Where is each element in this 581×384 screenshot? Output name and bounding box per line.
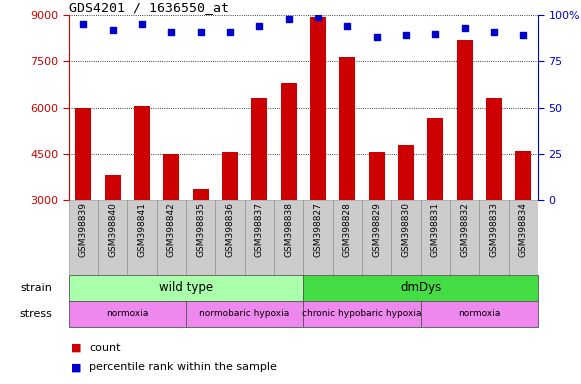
Point xyxy=(167,28,176,35)
Point xyxy=(401,32,411,38)
Point xyxy=(460,25,469,31)
Bar xyxy=(303,301,421,327)
Bar xyxy=(192,189,209,200)
Bar xyxy=(457,40,473,200)
Point xyxy=(225,28,235,35)
Text: wild type: wild type xyxy=(159,281,213,295)
Point xyxy=(137,21,146,27)
Text: GSM398836: GSM398836 xyxy=(225,202,234,257)
Bar xyxy=(69,200,98,275)
Text: chronic hypobaric hypoxia: chronic hypobaric hypoxia xyxy=(302,310,422,318)
Text: GSM398832: GSM398832 xyxy=(460,202,469,257)
Bar xyxy=(281,83,297,200)
Bar xyxy=(362,200,392,275)
Text: GSM398830: GSM398830 xyxy=(401,202,410,257)
Text: GSM398838: GSM398838 xyxy=(284,202,293,257)
Bar xyxy=(421,301,538,327)
Bar xyxy=(134,106,150,200)
Text: normoxia: normoxia xyxy=(106,310,148,318)
Bar xyxy=(515,151,532,200)
Bar xyxy=(509,200,538,275)
Text: ■: ■ xyxy=(71,362,82,372)
Bar xyxy=(222,152,238,200)
Bar xyxy=(69,301,186,327)
Text: GSM398839: GSM398839 xyxy=(79,202,88,257)
Bar xyxy=(450,200,479,275)
Point xyxy=(108,27,117,33)
Text: stress: stress xyxy=(20,309,52,319)
Bar xyxy=(69,275,303,301)
Text: GSM398833: GSM398833 xyxy=(490,202,498,257)
Bar xyxy=(274,200,303,275)
Text: GSM398835: GSM398835 xyxy=(196,202,205,257)
Point xyxy=(489,28,498,35)
Point xyxy=(343,23,352,29)
Bar xyxy=(303,200,332,275)
Text: ■: ■ xyxy=(71,343,82,353)
Bar xyxy=(105,175,121,200)
Text: GSM398842: GSM398842 xyxy=(167,202,175,257)
Point xyxy=(431,30,440,36)
Bar xyxy=(215,200,245,275)
Text: GSM398840: GSM398840 xyxy=(108,202,117,257)
Bar xyxy=(486,98,502,200)
Text: GSM398828: GSM398828 xyxy=(343,202,352,257)
Bar xyxy=(392,200,421,275)
Bar xyxy=(368,152,385,200)
Point xyxy=(196,28,205,35)
Text: GSM398837: GSM398837 xyxy=(255,202,264,257)
Point xyxy=(313,14,322,20)
Text: GDS4201 / 1636550_at: GDS4201 / 1636550_at xyxy=(69,1,228,14)
Point xyxy=(78,21,88,27)
Bar xyxy=(421,200,450,275)
Bar xyxy=(398,144,414,200)
Bar xyxy=(163,154,180,200)
Text: dmDys: dmDys xyxy=(400,281,441,295)
Point xyxy=(519,32,528,38)
Bar xyxy=(186,301,303,327)
Text: count: count xyxy=(89,343,120,353)
Bar xyxy=(186,200,215,275)
Text: GSM398834: GSM398834 xyxy=(519,202,528,257)
Bar xyxy=(251,98,267,200)
Point xyxy=(254,23,264,29)
Bar xyxy=(427,118,443,200)
Bar xyxy=(339,56,356,200)
Bar xyxy=(245,200,274,275)
Bar xyxy=(310,17,326,200)
Text: GSM398841: GSM398841 xyxy=(138,202,146,257)
Text: GSM398827: GSM398827 xyxy=(314,202,322,257)
Bar xyxy=(98,200,127,275)
Text: strain: strain xyxy=(20,283,52,293)
Text: GSM398831: GSM398831 xyxy=(431,202,440,257)
Bar xyxy=(303,275,538,301)
Text: normoxia: normoxia xyxy=(458,310,500,318)
Text: percentile rank within the sample: percentile rank within the sample xyxy=(89,362,277,372)
Point xyxy=(284,16,293,22)
Bar xyxy=(332,200,362,275)
Bar xyxy=(127,200,157,275)
Bar xyxy=(479,200,509,275)
Text: normobaric hypoxia: normobaric hypoxia xyxy=(199,310,290,318)
Bar xyxy=(75,108,91,200)
Point xyxy=(372,34,381,40)
Bar xyxy=(157,200,186,275)
Text: GSM398829: GSM398829 xyxy=(372,202,381,257)
